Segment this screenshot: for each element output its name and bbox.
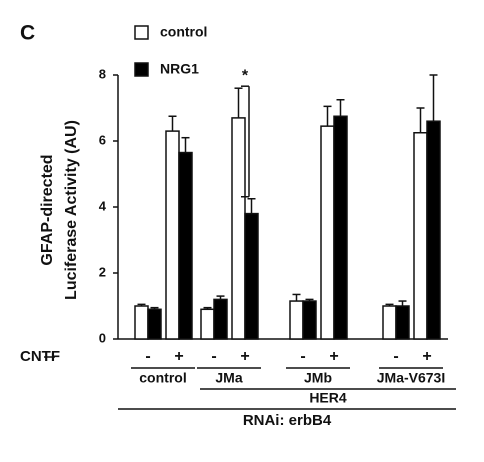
bar — [426, 120, 441, 340]
bar — [333, 115, 348, 340]
bar — [289, 300, 304, 340]
panel-label: C — [20, 22, 35, 45]
bar — [320, 125, 335, 340]
bar — [165, 130, 180, 340]
group-label: JMb — [304, 370, 332, 386]
y-tick-label: 6 — [99, 132, 106, 147]
super-label: HER4 — [309, 390, 347, 406]
legend-label: control — [160, 24, 207, 40]
bar — [178, 151, 193, 340]
bar — [413, 132, 428, 340]
legend-label: NRG1 — [160, 61, 199, 77]
bar — [244, 212, 259, 340]
x-tick-label: + — [329, 348, 338, 365]
y-axis-label: GFAP-directed — [39, 154, 56, 265]
group-label: JMa-V673I — [377, 370, 445, 386]
bar — [302, 300, 317, 340]
y-axis-label: Luciferase Activity (AU) — [63, 120, 80, 300]
x-tick-label: + — [422, 348, 431, 365]
bar — [382, 305, 397, 340]
significance: * — [242, 67, 249, 84]
bar — [231, 117, 246, 340]
x-tick-label: + — [174, 348, 183, 365]
legend-swatch — [134, 25, 149, 40]
bar — [395, 305, 410, 340]
legend-swatch — [134, 62, 149, 77]
group-label: control — [139, 370, 186, 386]
x-tick-label: + — [240, 348, 249, 365]
x-tick-label: - — [300, 348, 305, 365]
outer-label: RNAi: erbB4 — [243, 412, 332, 429]
y-tick-label: 4 — [99, 198, 107, 213]
bar — [213, 298, 228, 340]
x-tick-label: - — [393, 348, 398, 365]
bar — [147, 308, 162, 340]
y-tick-label: 8 — [99, 66, 106, 81]
bar — [200, 308, 215, 340]
x-tick-label: - — [145, 348, 150, 365]
x-tick-label: - — [211, 348, 216, 365]
y-tick-label: 0 — [99, 330, 106, 345]
group-label: JMa — [215, 370, 242, 386]
bar — [134, 305, 149, 340]
y-tick-label: 2 — [99, 264, 106, 279]
x-axis-label: CNTF — [20, 348, 60, 365]
